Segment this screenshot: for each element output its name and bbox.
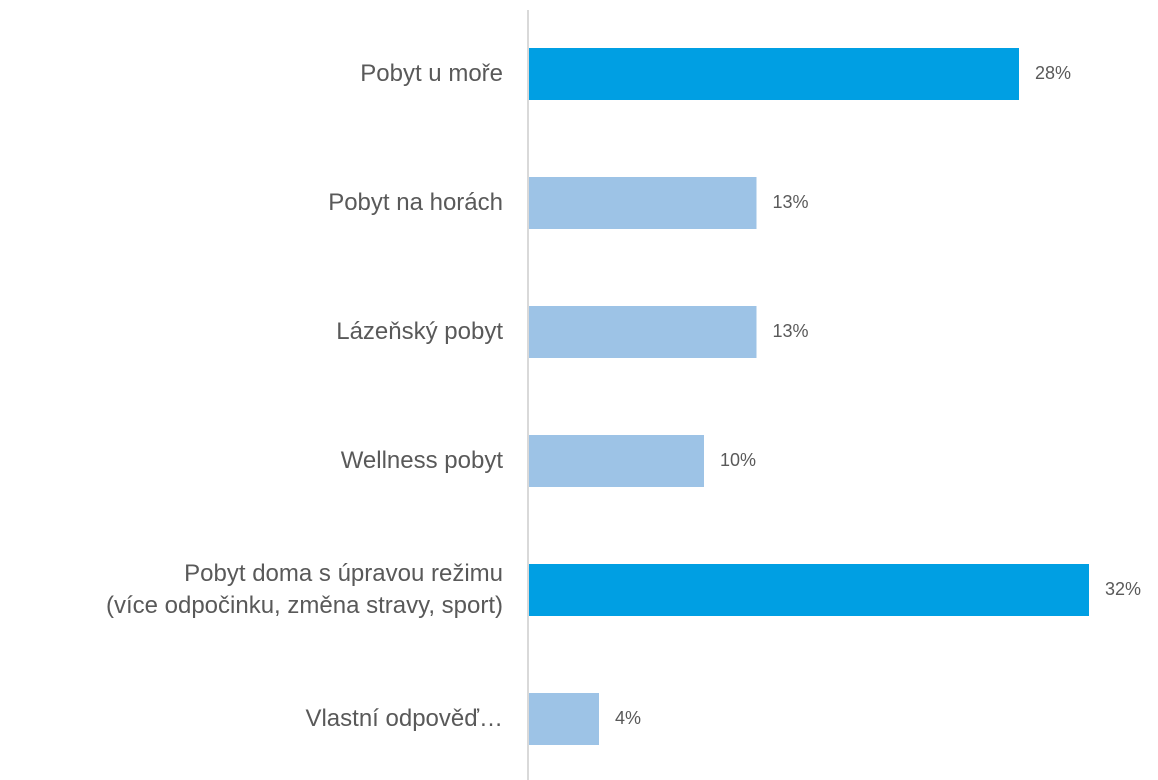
value-label: 32%	[1105, 579, 1141, 599]
value-label: 13%	[773, 321, 809, 341]
value-label: 4%	[615, 708, 641, 728]
value-label: 13%	[773, 192, 809, 212]
bar	[529, 48, 1019, 100]
bar	[529, 177, 757, 229]
category-label: Vlastní odpověď…	[305, 705, 503, 732]
bar	[529, 306, 757, 358]
bar	[529, 435, 704, 487]
value-label: 10%	[720, 450, 756, 470]
category-label: Pobyt doma s úpravou režimu (více odpoči…	[105, 560, 503, 619]
bar	[529, 564, 1089, 616]
category-label: Pobyt u moře	[360, 60, 503, 87]
category-label: Lázeňský pobyt	[336, 318, 503, 345]
bar	[529, 693, 599, 745]
category-label: Wellness pobyt	[340, 447, 503, 474]
value-label: 28%	[1035, 63, 1071, 83]
category-label: Pobyt na horách	[328, 189, 503, 216]
